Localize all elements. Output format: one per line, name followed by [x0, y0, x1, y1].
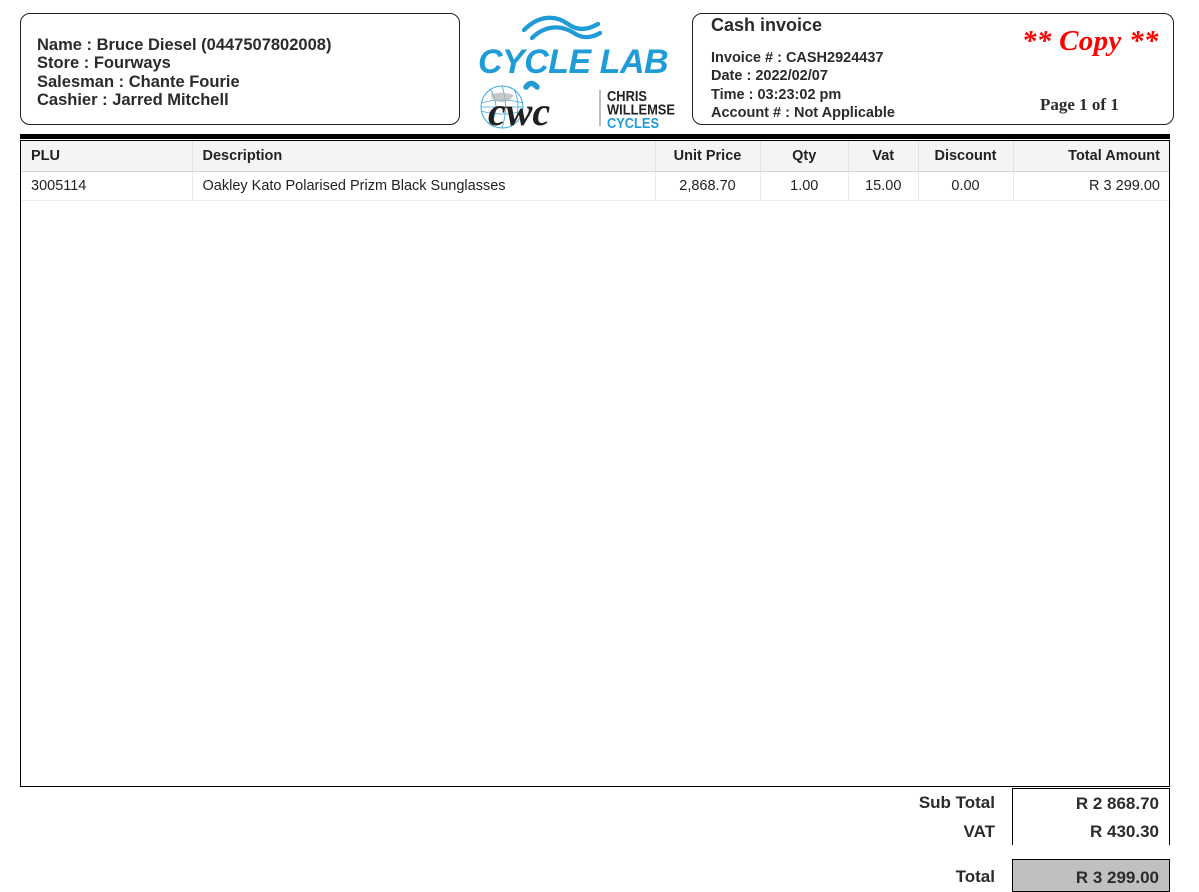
- svg-text:CYCLES: CYCLES: [607, 116, 659, 132]
- svg-text:CYCLE LAB: CYCLE LAB: [478, 43, 668, 81]
- svg-text:cwc: cwc: [488, 89, 550, 134]
